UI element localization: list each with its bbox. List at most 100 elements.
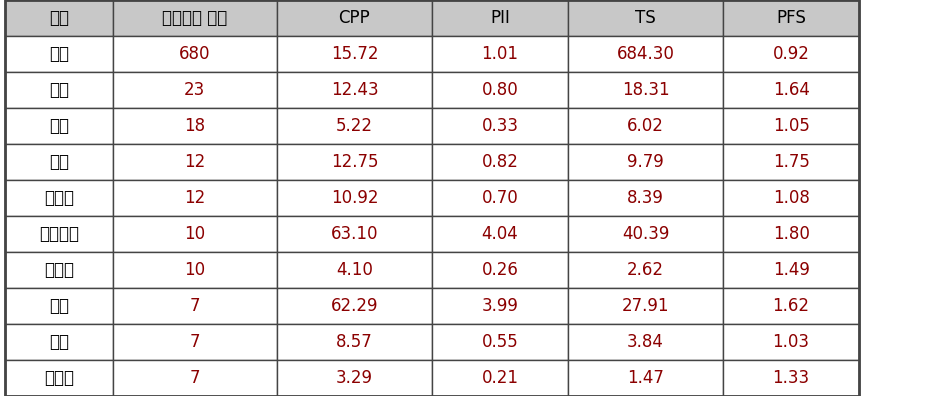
Text: 영국: 영국 [49,297,69,315]
Bar [723,144,859,180]
Bar [277,180,432,216]
Bar [5,0,113,36]
Text: 0.21: 0.21 [482,369,518,387]
Text: 18: 18 [184,117,206,135]
Bar [723,252,859,288]
Text: 12.43: 12.43 [331,81,378,99]
Bar [277,216,432,252]
Bar [568,288,723,324]
Text: 0.82: 0.82 [482,153,518,171]
Text: 국가: 국가 [49,9,69,27]
Bar [432,288,568,324]
Bar [113,72,277,108]
Bar [432,144,568,180]
Bar [5,72,113,108]
Bar [5,288,113,324]
Bar [432,360,568,396]
Bar [723,216,859,252]
Text: 23: 23 [184,81,206,99]
Bar [5,216,113,252]
Bar [113,252,277,288]
Text: 0.26: 0.26 [482,261,518,279]
Bar [432,216,568,252]
Bar [568,180,723,216]
Text: 스위스: 스위스 [44,261,73,279]
Text: 0.33: 0.33 [482,117,518,135]
Text: 1.80: 1.80 [773,225,809,243]
Text: PFS: PFS [777,9,806,27]
Text: 0.70: 0.70 [482,189,518,207]
Bar [5,144,113,180]
Bar [277,36,432,72]
Bar [113,324,277,360]
Text: 10: 10 [184,261,206,279]
Bar [113,108,277,144]
Text: 7: 7 [190,369,200,387]
Text: 3.99: 3.99 [482,297,518,315]
Bar [568,324,723,360]
Text: 3.84: 3.84 [627,333,664,351]
Bar [432,108,568,144]
Text: 5.22: 5.22 [336,117,373,135]
Text: 0.55: 0.55 [482,333,518,351]
Text: 1.47: 1.47 [627,369,664,387]
Text: 벨기에: 벨기에 [44,369,73,387]
Bar [113,216,277,252]
Text: 27.91: 27.91 [622,297,670,315]
Text: 680: 680 [179,45,210,63]
Bar [5,252,113,288]
Bar [432,72,568,108]
Text: 독일: 독일 [49,81,69,99]
Bar [113,180,277,216]
Bar [432,0,568,36]
Text: 0.80: 0.80 [482,81,518,99]
Text: 12: 12 [184,153,206,171]
Bar [277,0,432,36]
Text: 호주: 호주 [49,153,69,171]
Bar [723,108,859,144]
Bar [277,324,432,360]
Text: 1.01: 1.01 [482,45,518,63]
Bar [277,72,432,108]
Text: 캐나다: 캐나다 [44,189,73,207]
Bar [432,252,568,288]
Text: 1.03: 1.03 [773,333,809,351]
Bar [277,288,432,324]
Bar [432,36,568,72]
Bar [568,36,723,72]
Bar [113,144,277,180]
Text: 7: 7 [190,333,200,351]
Text: 일본: 일본 [49,117,69,135]
Bar [723,360,859,396]
Text: 10.92: 10.92 [331,189,378,207]
Bar [113,0,277,36]
Text: 1.75: 1.75 [773,153,809,171]
Bar [277,108,432,144]
Text: 2.62: 2.62 [627,261,664,279]
Text: 미국: 미국 [49,45,69,63]
Bar [568,0,723,36]
Bar [723,324,859,360]
Bar [568,144,723,180]
Text: 4.04: 4.04 [482,225,518,243]
Text: 62.29: 62.29 [331,297,378,315]
Text: 한국: 한국 [49,333,69,351]
Text: 10: 10 [184,225,206,243]
Bar [277,144,432,180]
Text: 12.75: 12.75 [331,153,378,171]
Text: 8.57: 8.57 [336,333,373,351]
Bar [113,36,277,72]
Bar [5,108,113,144]
Bar [5,360,113,396]
Bar [723,36,859,72]
Text: 0.92: 0.92 [773,45,809,63]
Text: 7: 7 [190,297,200,315]
Bar [5,324,113,360]
Text: 1.49: 1.49 [773,261,809,279]
Text: 등록특허 건수: 등록특허 건수 [162,9,227,27]
Bar [432,180,568,216]
Bar [432,324,568,360]
Bar [568,72,723,108]
Bar [568,360,723,396]
Text: 18.31: 18.31 [622,81,670,99]
